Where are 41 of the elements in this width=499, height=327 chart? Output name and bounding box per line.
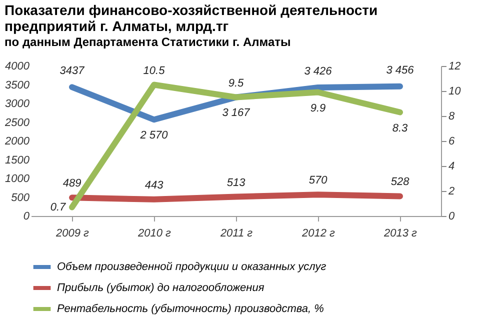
- y2-tick-label: 6: [448, 136, 456, 148]
- data-label: 9.9: [310, 102, 326, 114]
- data-label: 9.5: [228, 77, 245, 90]
- data-label: 3 167: [222, 107, 251, 120]
- y2-tick-label: 4: [448, 160, 455, 172]
- legend-label: Объем произведенной продукции и оказанных услуг: [57, 261, 327, 273]
- y-tick-label: 500: [11, 192, 30, 204]
- y-tick-label: 1000: [5, 173, 30, 185]
- y-tick-label: 4000: [5, 60, 30, 72]
- y-tick-label: 3000: [5, 98, 30, 110]
- data-label: 0.7: [50, 201, 67, 214]
- data-label: 570: [308, 174, 328, 187]
- chart-subtitle: по данным Департамента Статистики г. Алматы: [4, 35, 291, 49]
- data-label: 443: [144, 179, 164, 192]
- y-tick-label: 2000: [4, 136, 30, 148]
- x-tick-label: 2011 г: [219, 228, 254, 240]
- y2-tick-label: 8: [448, 110, 456, 122]
- y2-tick-label: 2: [448, 186, 455, 198]
- y2-tick-label: 10: [448, 86, 462, 98]
- data-label: 3 456: [386, 64, 415, 76]
- x-tick-label: 2010 г: [137, 228, 172, 240]
- legend-label: Прибыль (убыток) до налогообложения: [57, 282, 264, 294]
- data-label: 489: [62, 178, 82, 190]
- data-label: 3 426: [304, 66, 333, 78]
- data-label: 10.5: [143, 64, 166, 77]
- y-tick-label: 3500: [5, 79, 30, 92]
- data-label: 513: [226, 176, 246, 189]
- data-label: 3437: [60, 65, 86, 78]
- y-tick-label: 0: [23, 210, 30, 222]
- chart-title: Показатели финансово-хозяйственной деятельности предприятий г. Алматы, млрд.тг: [4, 2, 378, 34]
- data-label: 8.3: [392, 122, 409, 134]
- x-tick-label: 2009 г: [55, 228, 90, 240]
- x-tick-label: 2013 г: [383, 228, 418, 240]
- y2-tick-label: 12: [448, 60, 461, 72]
- y2-tick-label: 0: [448, 210, 456, 222]
- y-tick-label: 2500: [4, 116, 30, 129]
- legend-label: Рентабельность (убыточность) производства, %: [57, 303, 324, 315]
- data-label: 528: [390, 176, 410, 188]
- data-label: 2 570: [139, 130, 169, 142]
- x-tick-label: 2012 г: [301, 228, 336, 240]
- y-tick-label: 1500: [5, 154, 30, 166]
